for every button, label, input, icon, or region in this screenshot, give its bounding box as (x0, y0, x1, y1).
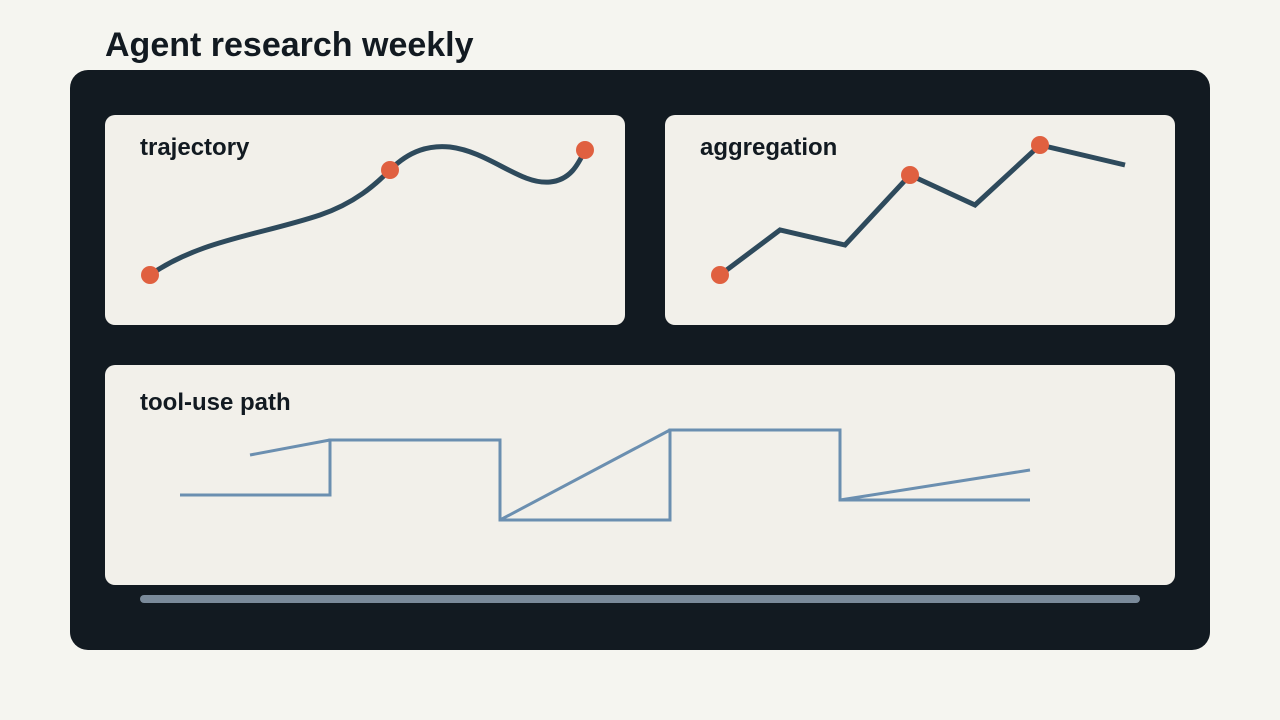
scrollbar[interactable] (140, 595, 1140, 603)
tool-path (180, 428, 1030, 522)
tool-path-link (249, 438, 331, 457)
point (711, 266, 729, 284)
page-title: Agent research weekly (105, 26, 474, 64)
point (141, 266, 159, 284)
card (105, 115, 625, 325)
card-label: tool-use path (140, 389, 291, 416)
card-label: aggregation (700, 134, 837, 161)
tool-path-link (839, 468, 1031, 502)
tool-path-link (499, 428, 671, 522)
point (576, 141, 594, 159)
card (665, 115, 1175, 325)
point (1031, 136, 1049, 154)
card (105, 365, 1175, 585)
card-label: trajectory (140, 134, 250, 161)
point (381, 161, 399, 179)
point (901, 166, 919, 184)
trajectory-curve (147, 144, 588, 278)
